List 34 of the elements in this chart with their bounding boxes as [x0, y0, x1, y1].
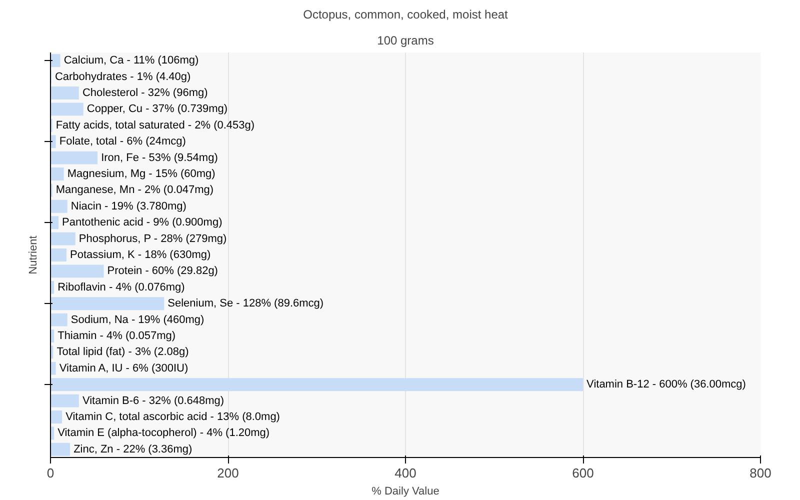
category-label: Zinc, Zn - 22% (3.36mg) — [74, 443, 192, 456]
category-label: Vitamin E (alpha-tocopherol) - 4% (1.20mg) — [58, 427, 270, 440]
x-tick-label: 800 — [750, 466, 772, 480]
category-label: Phosphorus, P - 28% (279mg) — [78, 232, 227, 245]
category-label: Protein - 60% (29.82g) — [107, 265, 218, 278]
x-axis-title: % Daily Value — [372, 486, 440, 498]
x-tick-label: 600 — [572, 466, 594, 480]
category-label: Potassium, K - 18% (630mg) — [70, 249, 211, 261]
y-axis-title: Nutrient — [28, 236, 40, 274]
chart-title: Octopus, common, cooked, moist heat — [303, 8, 509, 22]
category-label: Iron, Fe - 53% (9.54mg) — [101, 152, 218, 164]
category-label: Selenium, Se - 128% (89.6mcg) — [168, 298, 324, 310]
category-label: Vitamin B-6 - 32% (0.648mg) — [82, 394, 224, 407]
category-label: Magnesium, Mg - 15% (60mg) — [67, 168, 216, 180]
category-label: Cholesterol - 32% (96mg) — [82, 87, 208, 99]
category-label: Thiamin - 4% (0.057mg) — [58, 330, 176, 342]
x-tick-label: 0 — [46, 466, 54, 480]
category-label: Calcium, Ca - 11% (106mg) — [64, 54, 199, 67]
category-label: Sodium, Na - 19% (460mg) — [70, 314, 204, 326]
x-tick-label: 200 — [217, 466, 239, 480]
category-label: Fatty acids, total saturated - 2% (0.453g) — [56, 119, 255, 132]
category-label: Riboflavin - 4% (0.076mg) — [58, 281, 185, 294]
chart-subtitle: 100 grams — [377, 34, 434, 48]
category-label: Vitamin B-12 - 600% (36.00mcg) — [586, 378, 746, 391]
category-label: Manganese, Mn - 2% (0.047mg) — [56, 184, 214, 196]
category-label: Vitamin A, IU - 6% (300IU) — [59, 362, 188, 374]
category-label: Niacin - 19% (3.780mg) — [70, 200, 186, 212]
category-label: Total lipid (fat) - 3% (2.08g) — [56, 346, 189, 358]
category-label: Pantothenic acid - 9% (0.900mg) — [62, 216, 222, 229]
category-label: Vitamin C, total ascorbic acid - 13% (8.0mg) — [66, 411, 280, 423]
x-tick-label: 400 — [394, 466, 416, 480]
category-label: Copper, Cu - 37% (0.739mg) — [86, 103, 228, 116]
category-label: Folate, total - 6% (24mcg) — [59, 136, 186, 148]
category-label: Carbohydrates - 1% (4.40g) — [54, 70, 191, 83]
